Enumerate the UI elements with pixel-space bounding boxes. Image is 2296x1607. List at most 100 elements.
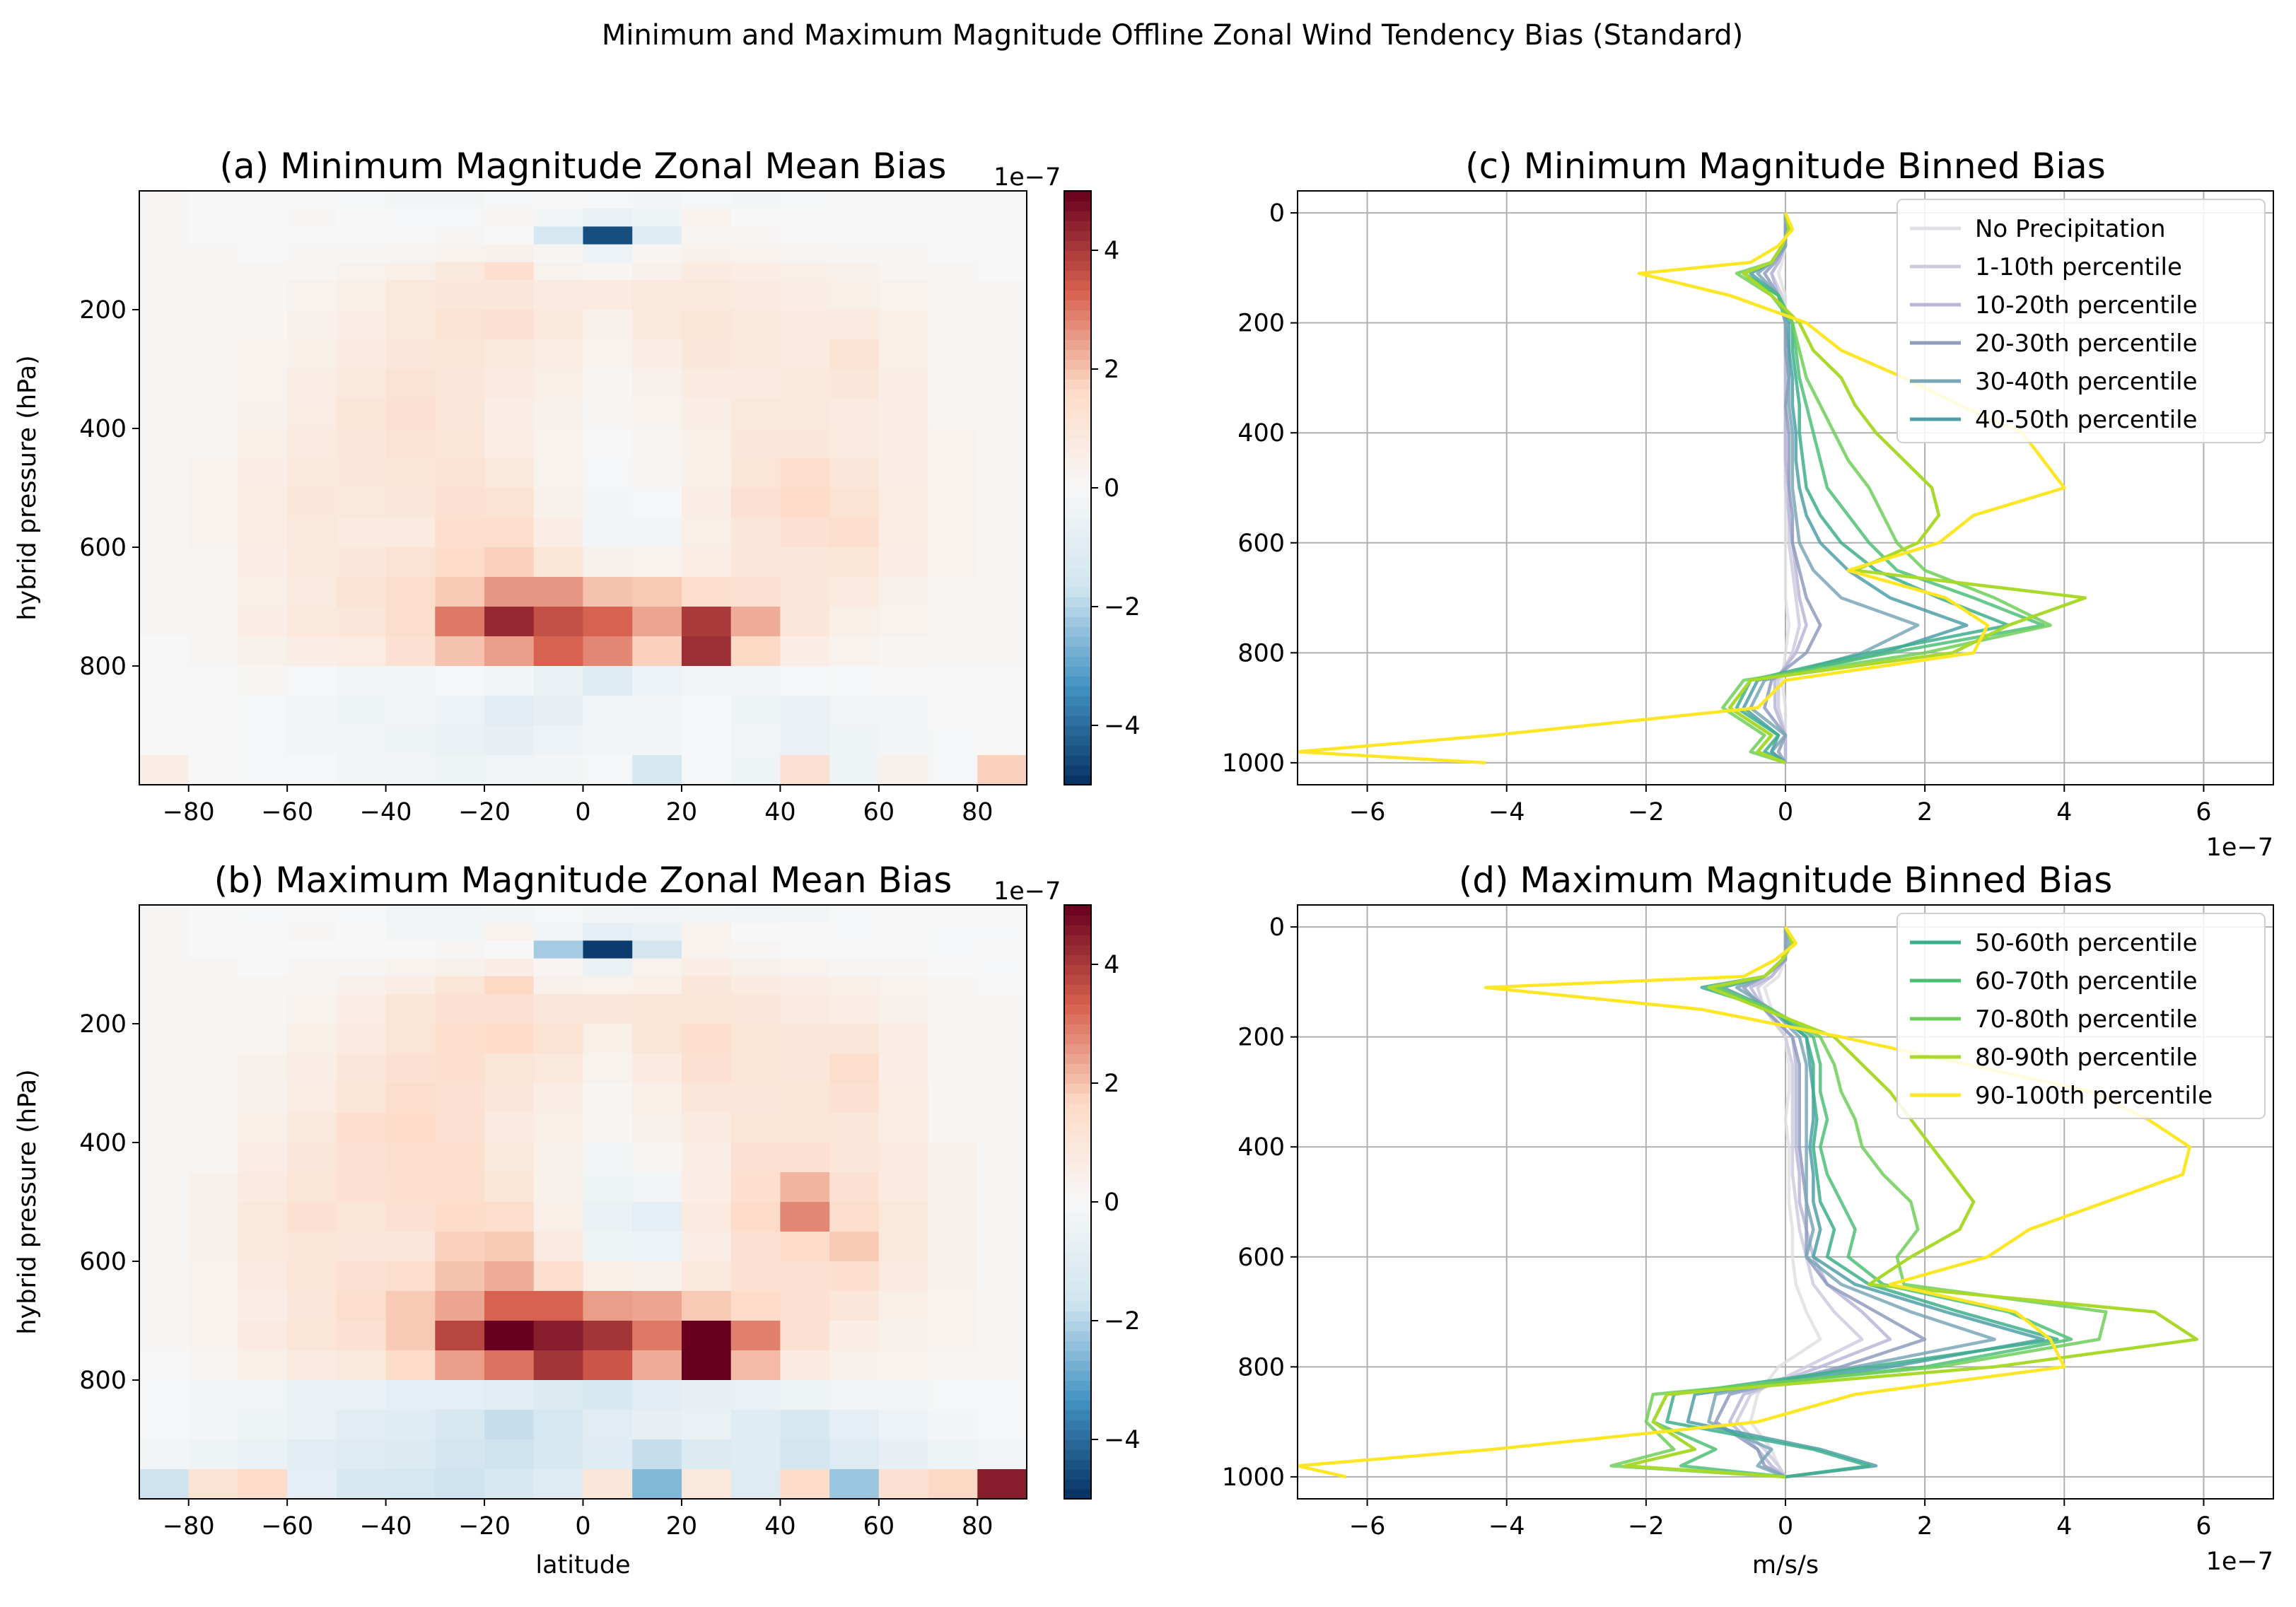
heatmap-cell [533, 1321, 584, 1351]
heatmap-cell [583, 399, 633, 429]
heatmap-cell [632, 1053, 682, 1084]
heatmap-cell [139, 1053, 190, 1084]
heatmap-cell [583, 1143, 633, 1173]
x-tick-label: 4 [2056, 798, 2072, 826]
heatmap-cell [829, 994, 880, 1024]
heatmap-cell [435, 636, 485, 667]
heatmap-cell [977, 428, 1027, 459]
heatmap-cell [632, 280, 682, 310]
heatmap-cell [977, 976, 1027, 995]
series-line-80-90th-percentile [1727, 212, 2087, 764]
heatmap-cell [435, 1202, 485, 1232]
heatmap-cell [583, 636, 633, 667]
heatmap-cell [188, 369, 239, 399]
colorbar-segment [1064, 676, 1091, 686]
heatmap-cell [188, 518, 239, 548]
heatmap-cell [681, 1202, 732, 1232]
heatmap-cell [385, 209, 436, 227]
heatmap-cell [681, 244, 732, 263]
heatmap-cell [878, 994, 929, 1024]
heatmap-cell [139, 191, 190, 209]
heatmap-cell [533, 755, 584, 785]
heatmap-cell [287, 399, 337, 429]
heatmap-cell [878, 209, 929, 227]
heatmap-cell [533, 1232, 584, 1262]
heatmap-cell [484, 1083, 535, 1114]
x-tick-label: −4 [1488, 1512, 1525, 1541]
heatmap-cell [681, 1350, 732, 1381]
heatmap-cell [533, 1024, 584, 1054]
legend-label: 10-20th percentile [1975, 291, 2198, 320]
heatmap-cell [238, 958, 288, 977]
x-tick-label: −40 [360, 1512, 412, 1541]
heatmap-cell [681, 226, 732, 245]
heatmap-cell [780, 1321, 830, 1351]
heatmap-cell [139, 1024, 190, 1054]
heatmap-cell [632, 1143, 682, 1173]
heatmap-cell [730, 399, 781, 429]
heatmap-cell [878, 1380, 929, 1410]
colorbar-tick-label: −2 [1104, 1307, 1141, 1336]
heatmap-cell [977, 369, 1027, 399]
legend-label: 80-90th percentile [1975, 1044, 2198, 1072]
heatmap-cell [385, 1350, 436, 1381]
heatmap-cell [336, 226, 387, 245]
x-axis-label: latitude [535, 1551, 630, 1579]
heatmap-cell [632, 976, 682, 995]
heatmap-cell [139, 1410, 190, 1440]
heatmap-cell [829, 636, 880, 667]
x-tick-label: 2 [1917, 1512, 1933, 1541]
heatmap-cell [484, 636, 535, 667]
heatmap-cell [336, 607, 387, 637]
heatmap-cell [928, 636, 978, 667]
heatmap-cell [336, 923, 387, 941]
colorbar-segment [1064, 646, 1091, 657]
heatmap-cell [336, 1321, 387, 1351]
heatmap-cell [533, 1291, 584, 1321]
heatmap-cell [484, 940, 535, 959]
colorbar-segment [1064, 1232, 1091, 1242]
heatmap-cell [287, 1439, 337, 1470]
colorbar-segment [1064, 925, 1091, 935]
heatmap-cell [336, 976, 387, 995]
heatmap-cell [533, 696, 584, 726]
heatmap-cell [336, 428, 387, 459]
heatmap-cell [780, 696, 830, 726]
heatmap-cell [928, 976, 978, 995]
colorbar-tick-label: 2 [1104, 1070, 1119, 1098]
heatmap-cell [385, 923, 436, 941]
heatmap-cell [583, 488, 633, 518]
heatmap-cell [829, 1350, 880, 1381]
colorbar-segment [1064, 1360, 1091, 1371]
y-tick-label: 800 [1237, 1353, 1285, 1381]
heatmap-cell [435, 369, 485, 399]
heatmap-cell [829, 905, 880, 923]
heatmap-cell [238, 1439, 288, 1470]
heatmap-cell [238, 666, 288, 696]
series-line-20-30th-percentile [1714, 927, 1927, 1478]
heatmap-cell [829, 940, 880, 959]
heatmap-cell [139, 339, 190, 370]
colorbar-tick-label: 0 [1104, 1188, 1119, 1217]
heatmap-cell [829, 1024, 880, 1054]
heatmap-cell [139, 905, 190, 923]
series-line-10-20th-percentile [1770, 213, 1808, 763]
heatmap-cell [287, 1202, 337, 1232]
heatmap-cell [139, 428, 190, 459]
heatmap-cell [928, 226, 978, 245]
heatmap-cell [977, 1143, 1027, 1173]
figure-suptitle: Minimum and Maximum Magnitude Offline Zo… [602, 19, 1743, 52]
heatmap-cell [829, 1410, 880, 1440]
heatmap-cell [435, 547, 485, 578]
y-tick-label: 800 [1237, 639, 1285, 667]
heatmap-cell [878, 696, 929, 726]
colorbar-segment [1064, 706, 1091, 716]
heatmap-cell [188, 1261, 239, 1292]
heatmap-cell [928, 1291, 978, 1321]
colorbar-segment [1064, 1103, 1091, 1114]
heatmap-cell [928, 547, 978, 578]
heatmap-cell [878, 1202, 929, 1232]
heatmap-cell [632, 458, 682, 489]
heatmap-cell [287, 1143, 337, 1173]
heatmap-cell [583, 1202, 633, 1232]
